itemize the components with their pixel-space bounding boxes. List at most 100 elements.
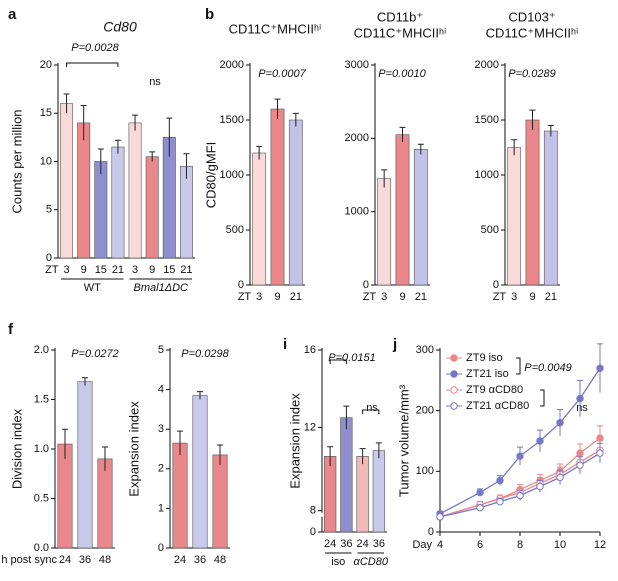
group-label: WT xyxy=(84,282,101,294)
x-tick-label: 24 xyxy=(357,538,369,550)
y-tick-label: 20 xyxy=(40,59,52,71)
point xyxy=(516,452,524,460)
error-bar xyxy=(177,430,183,455)
bar xyxy=(172,442,188,549)
legend-label: ZT21 αCD80 xyxy=(466,400,529,412)
bar xyxy=(395,134,410,286)
error-bar xyxy=(359,448,366,465)
y-tick-label: 15 xyxy=(40,107,52,119)
x-tick-label: 3 xyxy=(511,291,517,303)
y-tick-label: 16 xyxy=(304,344,316,356)
x-tick-label: 21 xyxy=(290,291,302,303)
bracket xyxy=(329,359,380,414)
y-tick-label: 3 xyxy=(158,423,164,435)
annotation: P=0.0298 xyxy=(181,348,229,360)
y-tick-label: 0 xyxy=(158,542,164,554)
legend-label: ZT9 iso xyxy=(466,352,503,364)
annotation: ns xyxy=(149,76,161,88)
x-tick-label: 21 xyxy=(180,264,192,276)
error-bar xyxy=(132,114,139,131)
y-tick-label: 12 xyxy=(304,421,316,433)
y-tick-label: 200 xyxy=(416,405,434,417)
error-bar xyxy=(274,98,281,119)
x-tick-label: 9 xyxy=(529,291,535,303)
y-tick-label: 3000 xyxy=(345,59,369,71)
error-bar xyxy=(102,446,108,471)
y-tick-label: 8 xyxy=(310,505,316,517)
y-tick-label: 1 xyxy=(158,502,164,514)
chart-title: CD11C⁺MHCIIʰⁱ xyxy=(486,25,579,40)
y-tick-label: 1000 xyxy=(475,169,499,181)
y-tick-label: 0.5 xyxy=(34,492,49,504)
x-tick-label: 15 xyxy=(95,264,107,276)
series-line xyxy=(439,367,601,515)
bar xyxy=(212,454,228,549)
bar xyxy=(356,456,369,533)
y-axis-label: Tumor volume/mm³ xyxy=(396,384,411,497)
y-tick-label: 1000 xyxy=(220,169,244,181)
bar xyxy=(413,149,428,286)
point xyxy=(476,504,484,512)
group-label: αCD80 xyxy=(354,556,389,568)
x-tick-label: 9 xyxy=(274,291,280,303)
error-bar xyxy=(547,125,554,137)
bar xyxy=(77,122,91,259)
y-tick-label: 0.0 xyxy=(34,542,49,554)
y-axis-label: CD80/gMFI xyxy=(203,142,218,208)
annotation: P=0.0049 xyxy=(524,362,571,374)
annotation: P=0.0010 xyxy=(378,68,426,80)
legend-marker xyxy=(450,370,458,378)
x-tick-label: 9 xyxy=(399,291,405,303)
y-tick-label: 0 xyxy=(363,279,369,291)
y-tick-label: 2 xyxy=(158,463,164,475)
point xyxy=(556,473,564,482)
legend-label: ZT9 αCD80 xyxy=(466,384,523,396)
point xyxy=(576,394,584,403)
x-tick-label: 36 xyxy=(194,554,206,566)
x-tick-label: 36 xyxy=(340,538,352,550)
point xyxy=(596,449,604,457)
x-tick-label: 3 xyxy=(64,264,70,276)
y-tick-label: 2000 xyxy=(475,59,499,71)
legend-marker xyxy=(450,354,458,362)
panel-letter: b xyxy=(205,6,214,23)
y-tick-label: 500 xyxy=(226,224,244,236)
y-tick-label: 0 xyxy=(493,279,499,291)
y-tick-label: 100 xyxy=(416,465,434,477)
point xyxy=(596,364,604,372)
bar xyxy=(252,152,267,286)
bracket xyxy=(516,357,545,407)
y-axis-label: Counts per million xyxy=(9,109,24,213)
y-axis-label: Expansion index xyxy=(287,393,302,489)
bar xyxy=(128,122,142,259)
annotation: ns xyxy=(366,402,378,414)
bar xyxy=(543,130,558,286)
y-tick-label: 1000 xyxy=(345,206,369,218)
error-bar xyxy=(292,112,299,127)
x-tick-label: 24 xyxy=(59,554,71,566)
legend-marker xyxy=(450,386,458,394)
x-tick-label: 21 xyxy=(415,291,427,303)
bar xyxy=(525,119,540,286)
y-tick-label: 0 xyxy=(238,279,244,291)
bar xyxy=(192,395,208,549)
point xyxy=(496,476,504,485)
x-tick-label: 36 xyxy=(79,554,91,566)
point xyxy=(536,482,544,491)
panel-letter: j xyxy=(392,336,397,353)
panel-letter: i xyxy=(283,336,287,353)
x-tick-label: 48 xyxy=(99,554,111,566)
x-tick-label: 9 xyxy=(149,264,155,276)
annotation: P=0.0007 xyxy=(258,68,306,80)
x-tick-label: 24 xyxy=(174,554,186,566)
point xyxy=(556,419,564,427)
x-tick-label: 3 xyxy=(132,264,138,276)
point xyxy=(516,491,524,500)
bar xyxy=(60,103,74,259)
y-tick-label: 2000 xyxy=(345,132,369,144)
y-tick-label: 500 xyxy=(481,224,499,236)
x-tick-label: 12 xyxy=(594,539,606,551)
point xyxy=(496,497,504,506)
x-tick-label: 24 xyxy=(324,538,336,550)
